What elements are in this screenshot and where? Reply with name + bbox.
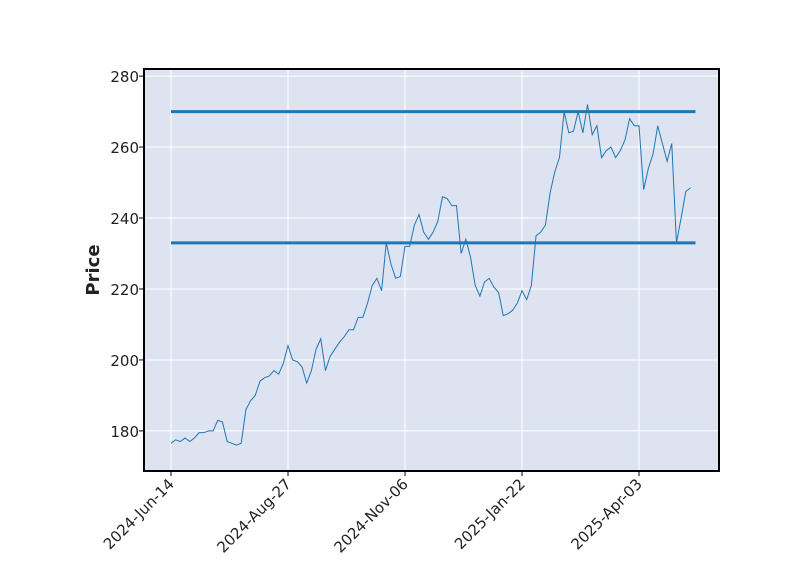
y-tick-label: 200: [110, 352, 139, 370]
grid: [144, 69, 719, 471]
x-tick-label: 2024-Jun-14: [100, 475, 178, 553]
plot-frame: [143, 68, 720, 472]
y-tick-label: 260: [110, 139, 139, 157]
plot-area: [144, 69, 719, 471]
x-tick-label: 2024-Aug-27: [213, 475, 294, 556]
x-tick-label: 2025-Apr-03: [568, 475, 646, 553]
x-tick-label: 2024-Nov-06: [331, 475, 412, 556]
y-tick-label: 220: [110, 281, 139, 299]
price-line: [170, 104, 691, 446]
y-tick-label: 240: [110, 210, 139, 228]
x-tick-label: 2025-Jan-22: [451, 475, 529, 553]
marks: [170, 104, 696, 446]
y-tick-label: 280: [110, 68, 139, 86]
y-tick-label: 180: [110, 423, 139, 441]
y-axis-label: Price: [83, 244, 104, 295]
